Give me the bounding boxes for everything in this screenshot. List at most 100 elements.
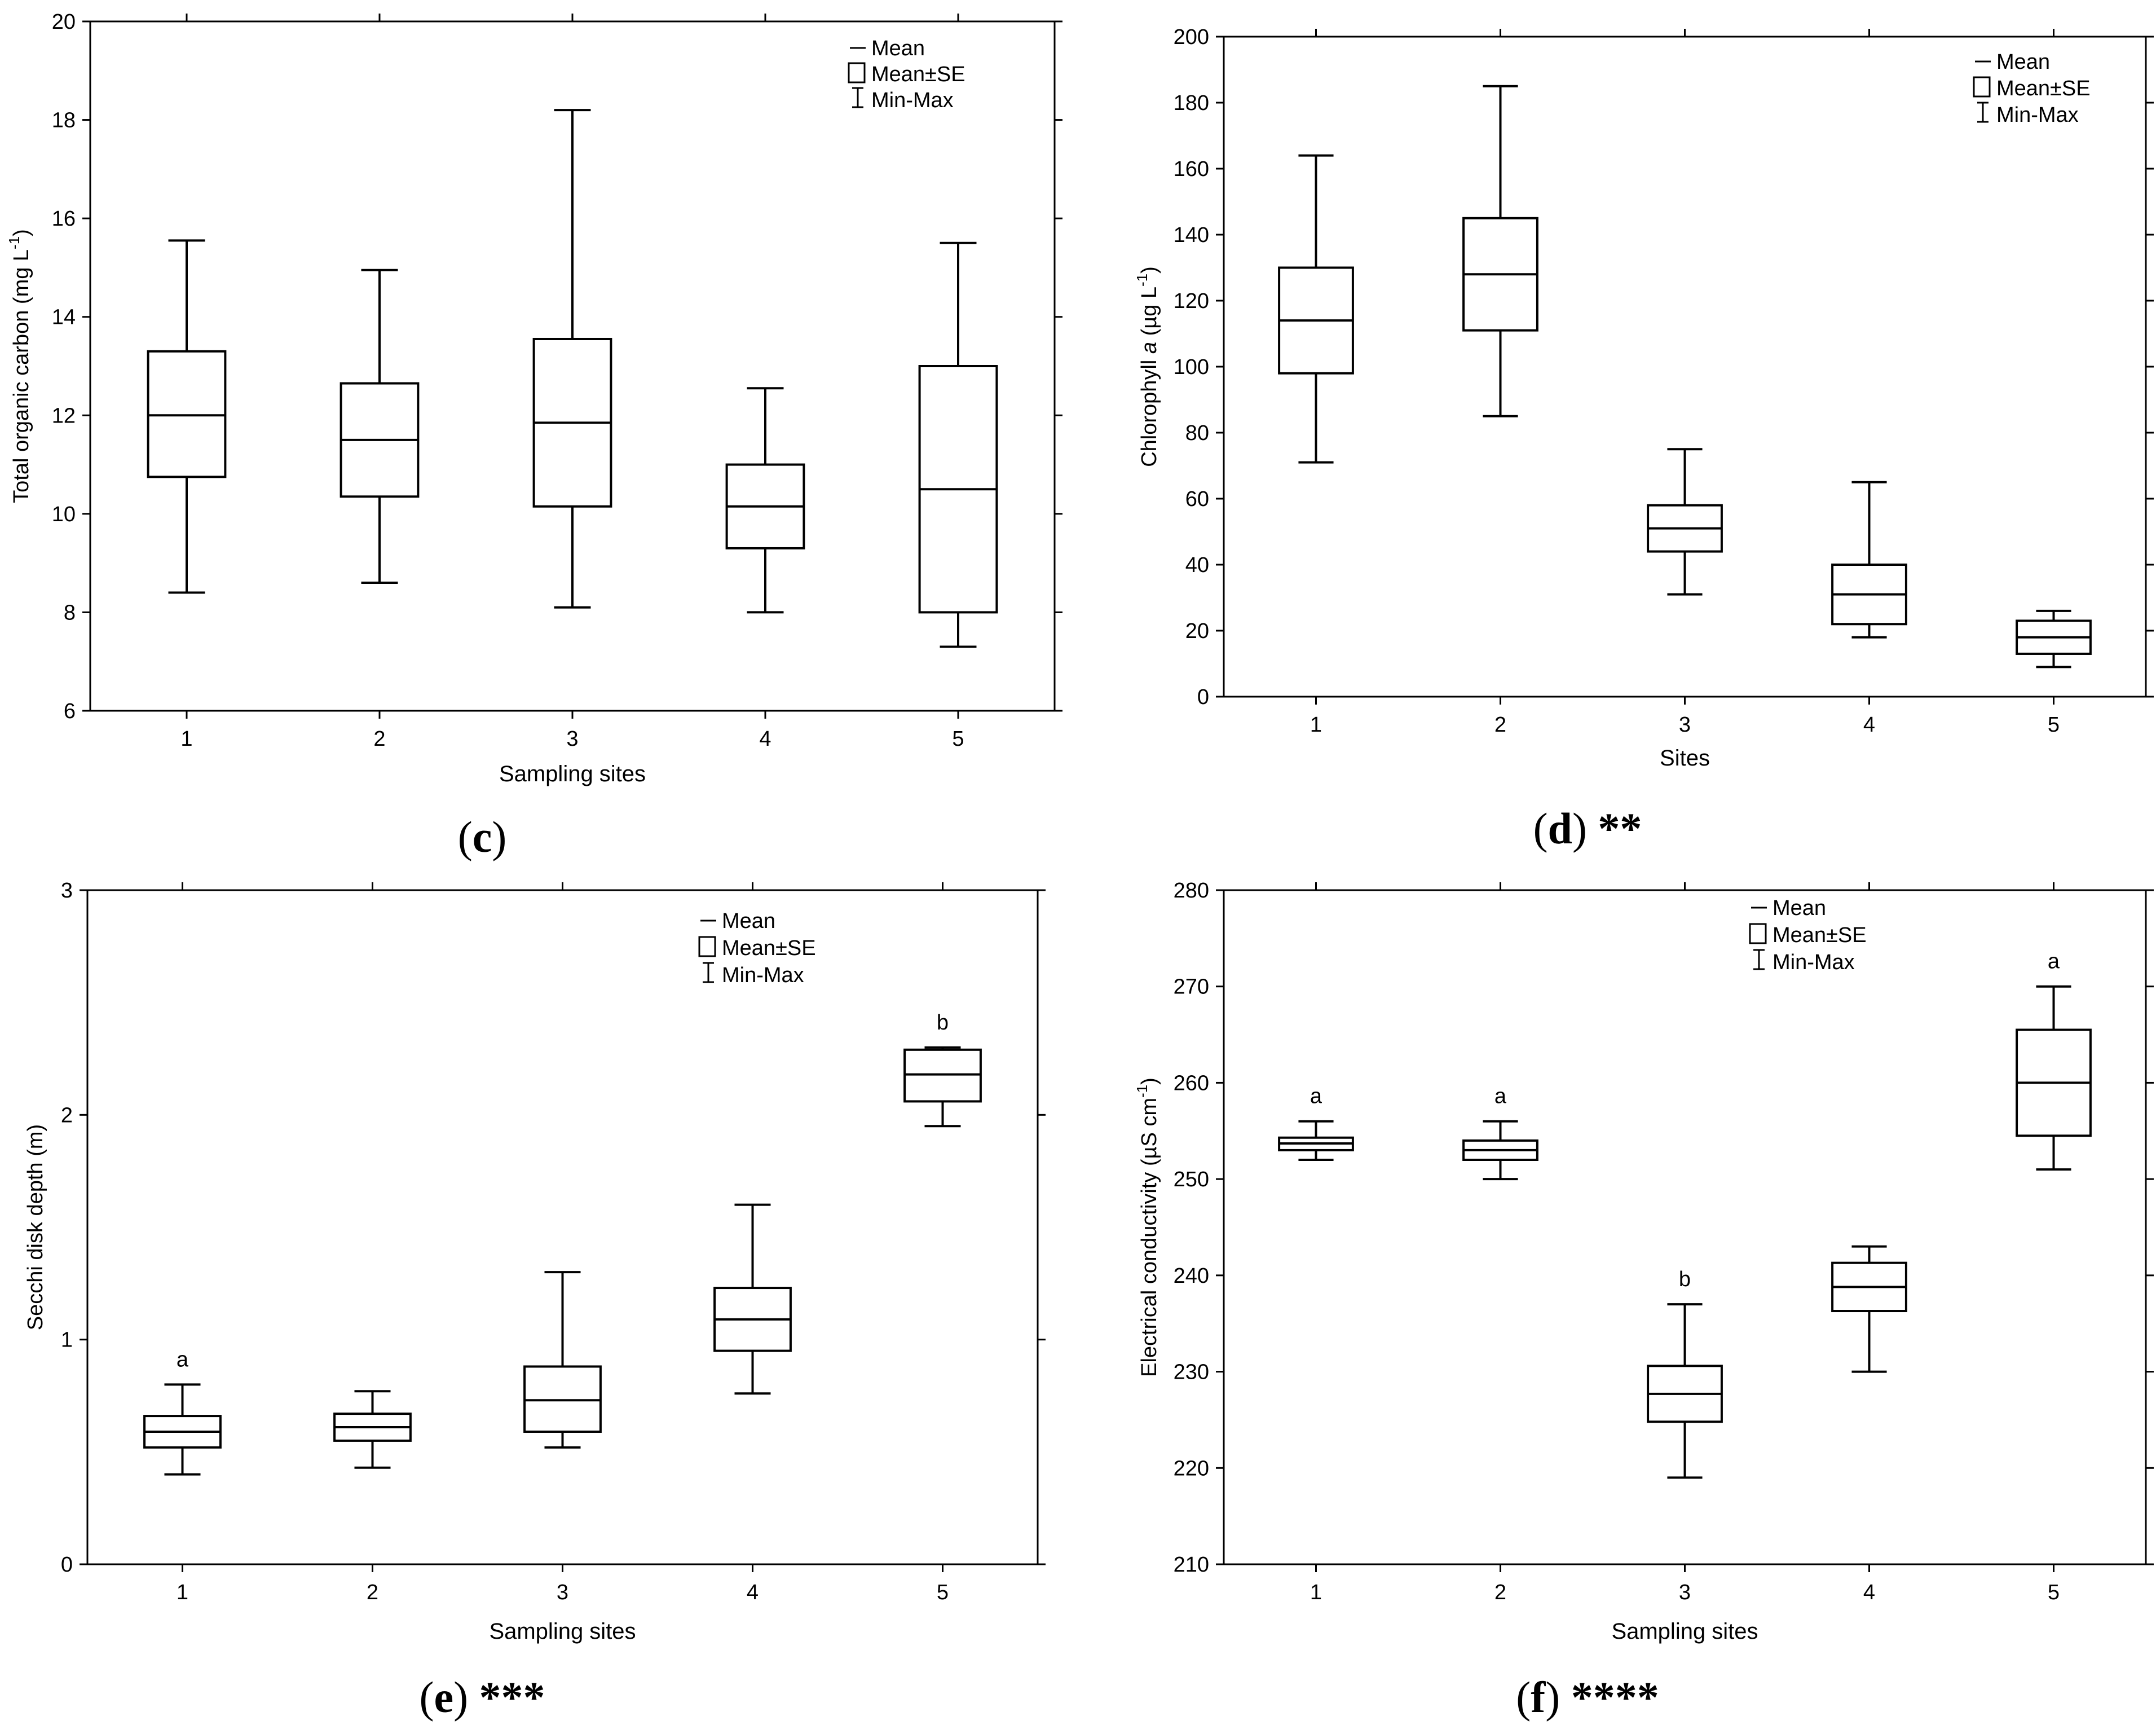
y-tick-label: 20	[52, 10, 76, 34]
y-tick-label: 180	[1174, 91, 1209, 115]
legend-minmax-symbol	[852, 87, 863, 108]
y-tick-label: 100	[1174, 355, 1209, 379]
y-tick-label: 280	[1174, 879, 1209, 903]
legend-se-label: Mean±SE	[871, 63, 965, 86]
y-tick-label: 14	[52, 306, 76, 329]
x-tick-label: 1	[180, 727, 192, 751]
significance-letter: b	[937, 1011, 949, 1035]
x-tick-label: 1	[1310, 1581, 1322, 1604]
x-axis-label: Sampling sites	[489, 1619, 636, 1644]
significance-letter: a	[1494, 1085, 1507, 1108]
chart-panel-e: 0 1 2 3 1 2 3 4 5 a b Mean Mean±SE Min-Max Sampling si…	[24, 879, 1046, 1722]
x-tick-label: 4	[747, 1581, 759, 1604]
y-axis-label: Electrical conductivity (µS cm-1)	[1134, 1077, 1161, 1377]
box-site-4	[1831, 1245, 1907, 1373]
box-site-1: a	[143, 1348, 222, 1476]
y-tick-label: 12	[52, 404, 76, 428]
x-tick-label: 3	[557, 1581, 568, 1604]
x-axis-label: Sampling sites	[1611, 1619, 1758, 1644]
panel-caption-stars: **	[1587, 804, 1642, 853]
x-axis-label: Sites	[1660, 746, 1710, 771]
box-site-2	[1462, 85, 1538, 417]
panel-caption: (e) ***	[419, 1673, 545, 1722]
y-tick-label: 270	[1174, 975, 1209, 999]
plot-frame	[1223, 36, 2147, 698]
legend: Mean Mean±SE Min-Max	[1749, 896, 1867, 974]
legend: Mean Mean±SE Min-Max	[698, 909, 816, 987]
y-tick-label: 260	[1174, 1071, 1209, 1095]
panel-caption: (d) **	[1533, 804, 1642, 853]
x-tick-label: 3	[566, 727, 578, 751]
y-tick-label: 140	[1174, 223, 1209, 247]
box-site-3	[523, 1271, 602, 1449]
y-tick-label: 240	[1174, 1264, 1209, 1288]
legend-se-label: Mean±SE	[1996, 77, 2091, 100]
x-tick-label: 1	[1310, 713, 1322, 737]
box-site-5: a	[2016, 950, 2092, 1171]
y-tick-label: 2	[61, 1103, 73, 1127]
box-site-3: b	[1647, 1268, 1723, 1479]
y-tick-label: 1	[61, 1328, 73, 1352]
x-tick-label: 4	[1863, 713, 1875, 737]
box-site-2	[333, 1390, 412, 1469]
legend-minmax-label: Min-Max	[722, 964, 804, 987]
x-tick-label: 1	[177, 1581, 188, 1604]
y-tick-label: 160	[1174, 157, 1209, 181]
x-tick-label: 4	[1863, 1581, 1875, 1604]
box-site-2	[340, 269, 420, 584]
y-tick-label: 200	[1174, 25, 1209, 49]
significance-letter: a	[177, 1348, 189, 1371]
box-site-1: a	[1278, 1085, 1354, 1161]
y-tick-label: 250	[1174, 1168, 1209, 1191]
x-tick-label: 3	[1679, 1581, 1691, 1604]
legend-minmax-label: Min-Max	[1996, 103, 2079, 127]
panel-caption-letter: d	[1548, 804, 1572, 853]
box-site-5	[918, 241, 998, 648]
x-tick-label: 2	[373, 727, 385, 751]
legend-se-symbol	[1973, 76, 1991, 98]
x-tick-label: 4	[759, 727, 771, 751]
panel-caption-stars: ***	[468, 1673, 545, 1722]
box-site-3	[532, 109, 612, 609]
y-tick-label: 80	[1185, 421, 1209, 445]
box-site-1	[147, 239, 227, 594]
y-axis-label: Chlorophyll a (µg L-1)	[1134, 266, 1161, 467]
y-tick-label: 8	[64, 601, 76, 624]
panel-caption: (c)	[458, 812, 507, 861]
y-tick-label: 20	[1185, 619, 1209, 643]
y-tick-label: 0	[1197, 685, 1209, 709]
panel-caption: (f) ****	[1516, 1673, 1659, 1722]
box-site-5	[2016, 609, 2092, 668]
y-tick-label: 6	[64, 699, 76, 723]
box-site-5: b	[903, 1011, 982, 1128]
se-box	[147, 350, 227, 478]
box-site-3	[1647, 448, 1723, 596]
legend-mean-label: Mean	[1773, 896, 1826, 920]
y-tick-label: 120	[1174, 289, 1209, 313]
x-tick-label: 5	[2048, 713, 2060, 737]
y-tick-label: 40	[1185, 553, 1209, 577]
legend-se-symbol	[698, 936, 716, 957]
box-site-2: a	[1462, 1085, 1538, 1181]
y-tick-label: 230	[1174, 1361, 1209, 1384]
legend-se-symbol	[848, 62, 866, 83]
plot-frame	[86, 889, 1039, 1565]
legend-minmax-symbol	[703, 962, 714, 983]
legend-minmax-symbol	[1753, 949, 1765, 970]
significance-letter: a	[1310, 1085, 1322, 1108]
legend-minmax-label: Min-Max	[871, 89, 954, 112]
x-tick-label: 5	[937, 1581, 949, 1604]
y-tick-label: 18	[52, 109, 76, 133]
x-tick-label: 5	[2048, 1581, 2060, 1604]
legend: Mean Mean±SE Min-Max	[1973, 50, 2091, 127]
y-tick-label: 10	[52, 503, 76, 526]
panel-caption-letter: e	[434, 1673, 453, 1722]
box-site-4	[713, 1203, 792, 1395]
significance-letter: a	[2048, 950, 2060, 974]
y-tick-label: 0	[61, 1553, 73, 1577]
x-tick-label: 5	[952, 727, 964, 751]
x-axis-label: Sampling sites	[499, 762, 646, 786]
